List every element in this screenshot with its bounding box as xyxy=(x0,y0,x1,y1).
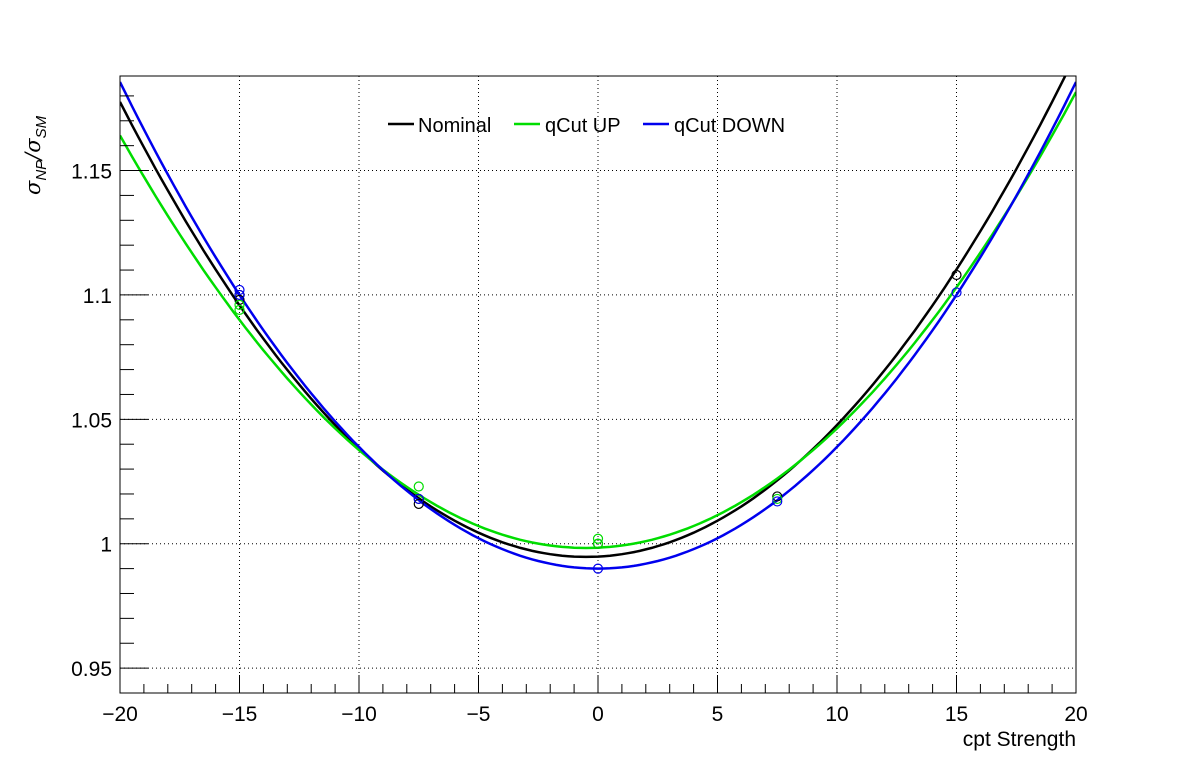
data-point-marker xyxy=(234,294,245,306)
y-tick-label: 1.1 xyxy=(83,285,112,308)
data-point-marker xyxy=(951,269,962,281)
data-point-marker xyxy=(592,538,604,549)
data-point-marker xyxy=(234,284,245,296)
x-tick-label: 5 xyxy=(712,703,724,726)
y-axis-ticks xyxy=(120,95,148,694)
data-point-marker xyxy=(772,493,783,505)
y-tick-label: 1.05 xyxy=(71,409,112,432)
x-tick-label: 0 xyxy=(592,703,604,726)
series-curve-0 xyxy=(120,76,1067,559)
y-tick-label: 1.15 xyxy=(71,161,112,184)
data-point-marker xyxy=(951,287,962,298)
legend: Nominal qCut UP qCut DOWN xyxy=(388,115,785,137)
data-point-marker xyxy=(234,304,245,315)
legend-label-nominal: Nominal xyxy=(418,115,491,137)
x-tick-label: −15 xyxy=(222,703,258,726)
y-axis-title-sub2: SM xyxy=(33,115,50,138)
data-point-marker xyxy=(413,498,424,510)
data-point-marker xyxy=(234,289,245,301)
data-point-marker xyxy=(234,299,245,310)
x-tick-label: 10 xyxy=(825,703,848,726)
data-point-marker xyxy=(772,491,783,502)
x-tick-label: −5 xyxy=(467,703,491,726)
y-tick-label: 0.95 xyxy=(71,658,112,681)
x-tick-label: −20 xyxy=(102,703,138,726)
series-curve-2 xyxy=(120,81,1076,570)
y-axis-title: σNP/σSM xyxy=(21,115,50,195)
y-tick-labels: 0.95 1 1.05 1.1 1.15 xyxy=(71,161,112,682)
y-tick-label: 1 xyxy=(100,534,112,557)
data-point-marker xyxy=(592,533,604,544)
x-tick-label: −10 xyxy=(341,703,377,726)
x-tick-label: 20 xyxy=(1064,703,1087,726)
x-tick-labels: −20 −15 −10 −5 0 5 10 15 20 xyxy=(102,703,1087,726)
data-point-marker xyxy=(413,481,424,492)
y-axis-title-sub1: NP xyxy=(33,160,50,181)
data-point-marker xyxy=(772,496,783,507)
x-axis-ticks xyxy=(119,675,1077,693)
y-axis-title-main: σ xyxy=(21,180,45,195)
data-point-marker xyxy=(592,563,604,574)
legend-label-qcut-up: qCut UP xyxy=(545,115,621,137)
data-point-marker xyxy=(413,493,424,505)
x-tick-label: 15 xyxy=(945,703,968,726)
legend-label-qcut-down: qCut DOWN xyxy=(674,115,785,137)
y-axis-title-slash: /σ xyxy=(21,138,45,162)
x-axis-title: cpt Strength xyxy=(963,728,1076,751)
data-markers xyxy=(234,269,962,574)
grid xyxy=(120,76,1076,693)
